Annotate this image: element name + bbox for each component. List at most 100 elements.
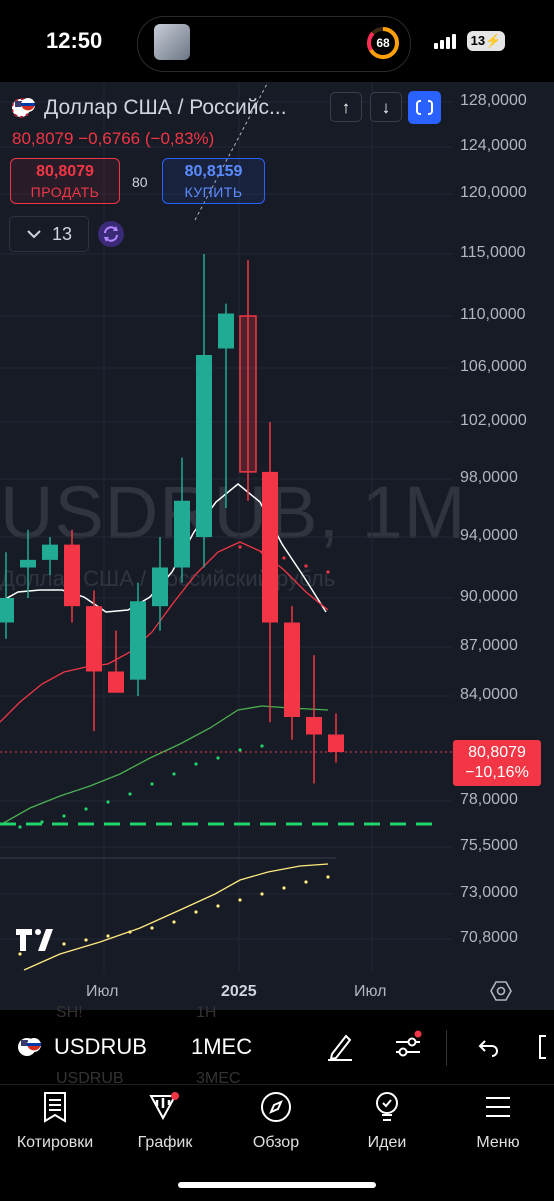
- battery-level: 13: [470, 33, 486, 48]
- symbol-search-button[interactable]: USDRUB: [54, 1034, 147, 1059]
- candle: [174, 457, 190, 583]
- time-tick-label: Июл: [354, 983, 387, 1000]
- candles: [0, 254, 344, 784]
- indicators-icon[interactable]: [392, 1030, 424, 1062]
- nav-watchlist[interactable]: Котировки: [0, 1090, 110, 1152]
- buy-button[interactable]: 80,8159 КУПИТЬ: [162, 158, 265, 204]
- nav-menu[interactable]: Меню: [443, 1090, 553, 1152]
- candle-body: [152, 567, 168, 607]
- candle-body: [218, 313, 234, 349]
- price-tick-label: 106,0000: [460, 358, 527, 375]
- psar-dot: [304, 880, 308, 884]
- psar-dots: [18, 545, 330, 956]
- psar-dot: [40, 820, 44, 824]
- psar-dot: [172, 920, 176, 924]
- psar-dot: [106, 934, 110, 938]
- price-tick-label: 115,0000: [460, 244, 526, 261]
- psar-dot: [304, 564, 308, 568]
- activity-ring-icon: [367, 27, 399, 59]
- price-tick-label: 120,0000: [460, 184, 527, 201]
- price-tick-label: 110,0000: [460, 306, 526, 323]
- change-percent: (−0,83%): [144, 129, 215, 148]
- sell-button[interactable]: 80,8079 ПРОДАТЬ: [10, 158, 120, 204]
- sell-label: ПРОДАТЬ: [30, 184, 100, 200]
- psar-dot: [194, 910, 198, 914]
- psar-dot: [194, 762, 198, 766]
- psar-dot: [282, 556, 286, 560]
- undo-icon[interactable]: [474, 1034, 500, 1060]
- chart-icon: [149, 1092, 179, 1121]
- chart-grid: [0, 82, 452, 972]
- candlestick-chart[interactable]: [0, 82, 554, 1010]
- change-absolute: −0,6766: [78, 129, 141, 148]
- candle: [152, 537, 168, 631]
- candle-body: [0, 598, 14, 623]
- lightbulb-icon: [376, 1092, 398, 1121]
- candle: [262, 422, 278, 723]
- indicators-toggle[interactable]: [9, 216, 89, 252]
- buy-label: КУПИТЬ: [184, 184, 243, 200]
- scroll-down-button[interactable]: ↓: [370, 92, 402, 122]
- time-tick-label: 2025: [221, 983, 257, 1000]
- psar-dot: [150, 782, 154, 786]
- now-playing-thumbnail[interactable]: [154, 24, 190, 60]
- sell-price: 80,8079: [36, 163, 94, 180]
- quote-line: 80,8079 −0,6766 (−0,83%): [12, 129, 214, 149]
- candle-body: [196, 355, 212, 537]
- drawing-tools-icon[interactable]: [324, 1030, 356, 1062]
- nav-watchlist-label: Котировки: [16, 1134, 94, 1151]
- time-tick-label: Июл: [86, 983, 119, 1000]
- psar-dot: [238, 748, 242, 752]
- psar-dot: [18, 952, 22, 956]
- price-tick-label: 98,0000: [460, 469, 518, 486]
- indicator-lines: [0, 82, 453, 971]
- chart-settings-icon[interactable]: [490, 980, 512, 1002]
- nav-chart-label: График: [137, 1134, 193, 1151]
- candle-body: [239, 315, 257, 473]
- watchlist-icon: [44, 1092, 66, 1123]
- compass-icon: [261, 1092, 291, 1122]
- moving-average-green: [0, 705, 329, 826]
- nav-ideas[interactable]: Идеи: [332, 1090, 442, 1152]
- candle-body: [284, 622, 300, 717]
- psar-dot: [238, 545, 242, 549]
- candle-body: [108, 671, 124, 693]
- chart-area[interactable]: USDRUB, 1M Доллар США / Российский рубль…: [0, 82, 554, 1010]
- candle: [0, 552, 14, 639]
- nav-overview[interactable]: Обзор: [221, 1090, 331, 1152]
- sync-icon[interactable]: [97, 220, 125, 248]
- symbol-watermark: USDRUB, 1M: [0, 471, 467, 554]
- interval-button[interactable]: 1МЕС: [191, 1034, 253, 1059]
- nav-chart[interactable]: График: [110, 1090, 220, 1152]
- psar-dot: [150, 926, 154, 930]
- price-tick-label: 84,0000: [460, 686, 518, 703]
- candle-body: [174, 500, 190, 568]
- trend-line: [194, 82, 269, 221]
- price-tick-label: 128,0000: [460, 92, 527, 109]
- psar-dot: [18, 825, 22, 829]
- candle-body: [306, 717, 322, 735]
- symbol-title[interactable]: Доллар США / Российс...: [44, 96, 287, 119]
- psar-dot: [238, 898, 242, 902]
- fullscreen-button[interactable]: [408, 91, 441, 124]
- scroll-up-button[interactable]: ↑: [330, 92, 362, 122]
- price-tick-label: 124,0000: [460, 137, 527, 154]
- redo-icon[interactable]: [536, 1030, 554, 1062]
- current-price-tag: 80,8079 −10,16%: [453, 740, 541, 786]
- usd-rub-flag-icon: [12, 98, 35, 118]
- price-tick-label: 94,0000: [460, 527, 518, 544]
- candle: [284, 606, 300, 740]
- candle: [328, 713, 344, 763]
- psar-dot: [326, 875, 330, 879]
- moving-average-yellow: [23, 863, 329, 971]
- candle: [108, 630, 124, 693]
- menu-icon: [486, 1097, 510, 1117]
- psar-dot: [172, 772, 176, 776]
- current-price-change: −10,16%: [465, 764, 529, 781]
- psar-dot: [260, 744, 264, 748]
- activity-ring-value: 68: [376, 36, 390, 50]
- spread-value: 80: [132, 174, 148, 190]
- scroll-ghost-symbol-top: SH!: [56, 1004, 83, 1021]
- price-tick-label: 87,0000: [460, 637, 518, 654]
- candle: [196, 254, 212, 568]
